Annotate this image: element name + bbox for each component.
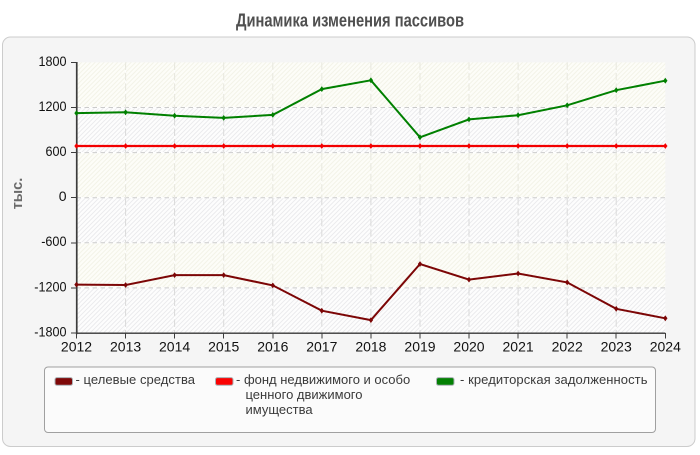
svg-text:2015: 2015	[208, 339, 239, 355]
svg-text:-600: -600	[41, 233, 66, 249]
svg-text:2017: 2017	[306, 339, 337, 355]
svg-text:2019: 2019	[404, 339, 435, 355]
svg-text:ценного движимого: ценного движимого	[246, 387, 363, 402]
svg-text:2022: 2022	[552, 339, 583, 355]
svg-text:- кредиторская задолженность: - кредиторская задолженность	[460, 372, 648, 387]
svg-text:0: 0	[59, 188, 67, 204]
svg-text:-1200: -1200	[34, 278, 66, 294]
svg-text:2014: 2014	[159, 339, 190, 355]
svg-text:тыс.: тыс.	[10, 178, 26, 210]
svg-text:имущества: имущества	[246, 402, 314, 417]
svg-text:1800: 1800	[39, 53, 67, 69]
svg-text:2020: 2020	[453, 339, 484, 355]
svg-text:-1800: -1800	[34, 323, 66, 339]
svg-text:2018: 2018	[355, 339, 386, 355]
svg-text:2013: 2013	[110, 339, 141, 355]
svg-text:- целевые средства: - целевые средства	[76, 372, 196, 387]
svg-text:Динамика изменения пассивов: Динамика изменения пассивов	[236, 11, 464, 31]
svg-text:2024: 2024	[650, 339, 681, 355]
svg-text:1200: 1200	[39, 98, 67, 114]
svg-text:2021: 2021	[503, 339, 534, 355]
svg-text:2012: 2012	[61, 339, 92, 355]
svg-text:- фонд недвижимого и особо: - фонд недвижимого и особо	[236, 372, 410, 387]
svg-text:600: 600	[46, 143, 67, 159]
svg-text:2023: 2023	[601, 339, 632, 355]
svg-text:2016: 2016	[257, 339, 288, 355]
